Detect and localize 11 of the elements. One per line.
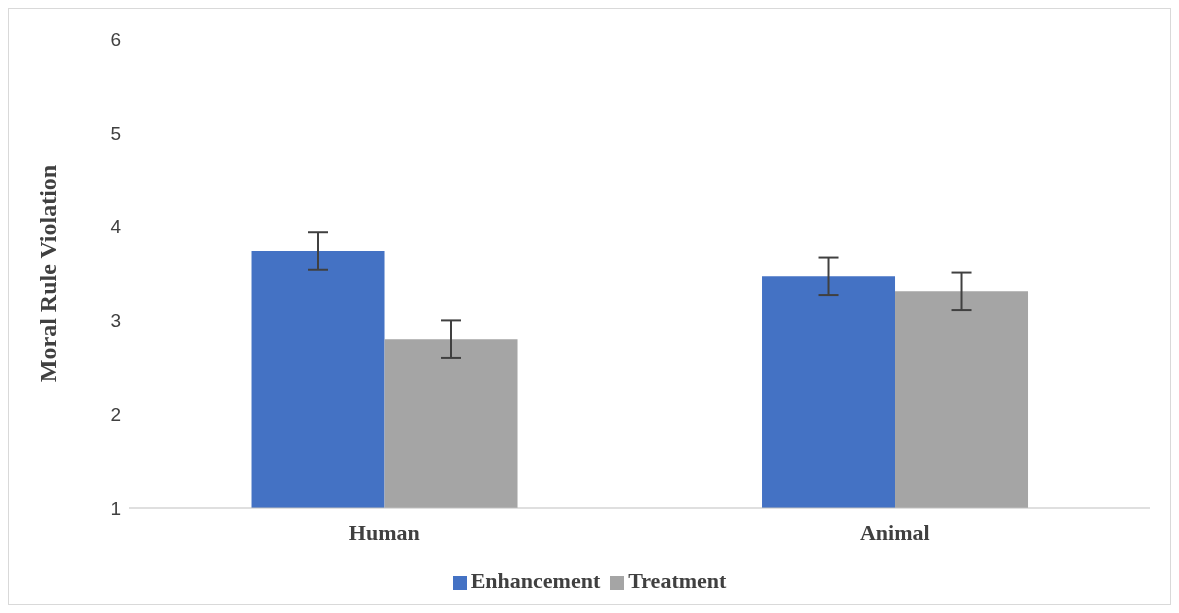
x-tick-label: Animal <box>859 519 930 545</box>
y-tick-label: 5 <box>110 122 121 144</box>
y-axis-title: Moral Rule Violation <box>34 164 61 383</box>
legend-label: Enhancement <box>470 568 601 593</box>
y-tick-label: 2 <box>110 403 121 425</box>
x-tick-label: Human <box>348 519 420 545</box>
y-tick-label: 4 <box>110 216 122 238</box>
y-tick-label: 3 <box>110 310 121 332</box>
legend-label: Treatment <box>628 568 727 593</box>
y-tick-label: 6 <box>110 28 121 50</box>
y-tick-label: 1 <box>110 497 121 519</box>
